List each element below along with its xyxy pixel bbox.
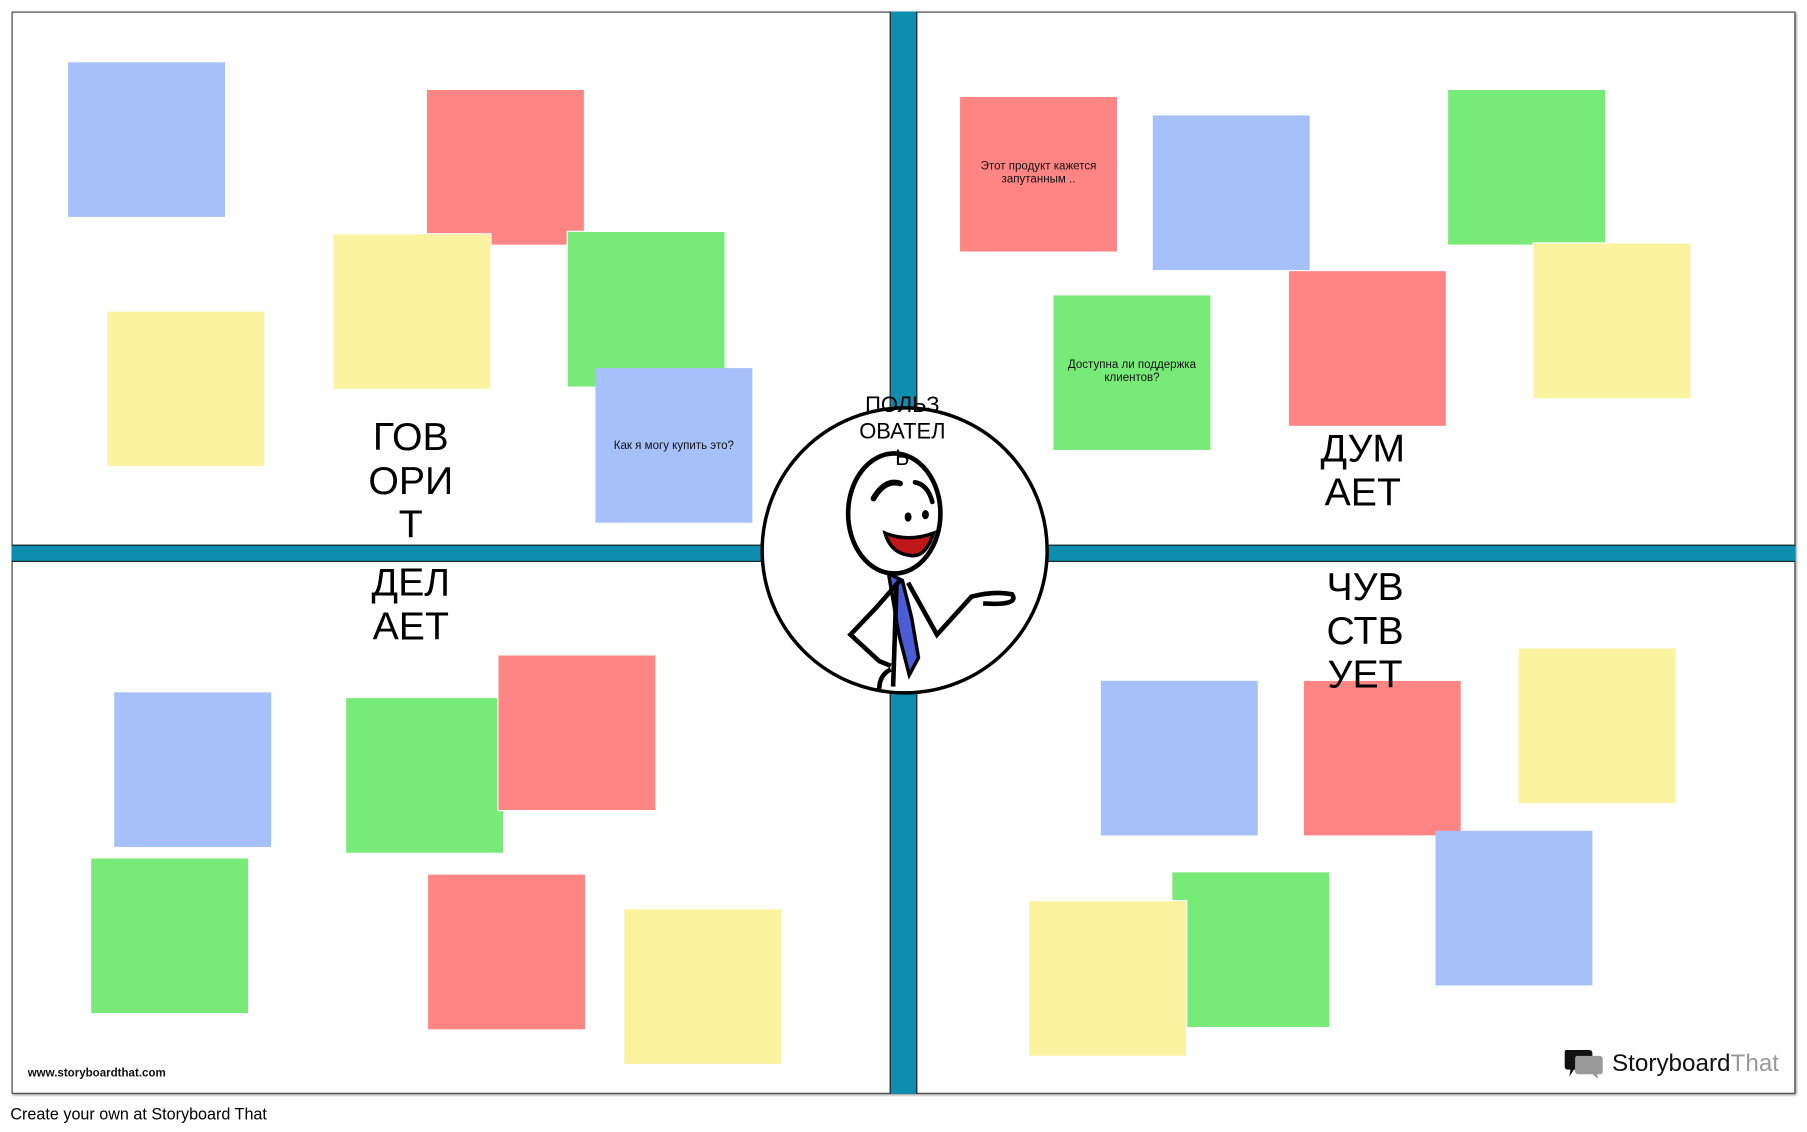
note-text: Как я могу купить это? <box>613 439 734 452</box>
sticky-note <box>1532 242 1692 400</box>
sticky-note <box>1448 90 1606 245</box>
sticky-note <box>1028 900 1188 1057</box>
note-text: Этот продукт кажется запутанным .. <box>980 160 1097 186</box>
sticky-note <box>624 909 782 1064</box>
footer-link[interactable]: Create your own at Storyboard That <box>10 1104 267 1123</box>
sticky-note <box>107 311 265 467</box>
quadrant-label-does: ДЕЛАЕТ <box>371 560 451 649</box>
sticky-note: Как я могу купить это? <box>595 368 753 523</box>
sticky-note: Доступна ли поддержка клиентов? <box>1053 295 1211 451</box>
sticky-note <box>566 230 726 388</box>
logo-text-that: That <box>1730 1050 1780 1077</box>
speech-bubbles-icon <box>1564 1050 1603 1079</box>
sticky-note <box>346 698 504 853</box>
sticky-note <box>1435 830 1593 986</box>
sticky-note <box>332 233 492 391</box>
sticky-note <box>114 692 272 847</box>
sticky-note <box>1302 679 1462 837</box>
sticky-note <box>91 858 249 1014</box>
sticky-note <box>1152 115 1310 271</box>
sticky-note <box>1518 648 1676 804</box>
user-circle <box>760 406 1049 695</box>
center-label-user: ПОЛЬЗОВАТЕЛЬ <box>859 393 946 471</box>
sticky-note <box>428 874 586 1030</box>
logo-text-storyboard: Storyboard <box>1611 1050 1731 1077</box>
stick-figure-icon <box>845 451 1016 689</box>
quadrant-label-says: ГОВОРИТ <box>368 415 454 547</box>
storyboardthat-logo: StoryboardThat <box>1564 1048 1780 1080</box>
quadrant-label-feels: ЧУВСТВУЕТ <box>1326 565 1404 697</box>
sticky-note <box>1172 872 1330 1027</box>
sticky-note <box>426 90 584 245</box>
sticky-note: Этот продукт кажется запутанным .. <box>960 96 1117 252</box>
quadrant-label-thinks: ДУМАЕТ <box>1320 426 1406 515</box>
sticky-note <box>497 654 657 812</box>
watermark: www.storyboardthat.com <box>27 1067 166 1081</box>
sticky-note <box>1288 271 1446 426</box>
sticky-note <box>68 62 226 217</box>
note-text: Доступна ли поддержка клиентов? <box>1067 358 1197 385</box>
sticky-note <box>1100 680 1258 836</box>
